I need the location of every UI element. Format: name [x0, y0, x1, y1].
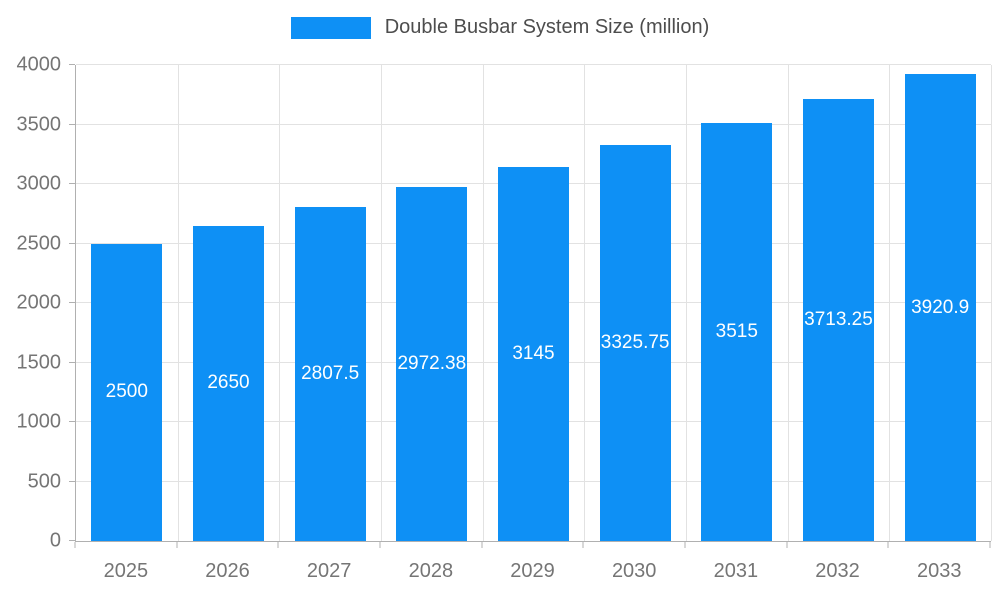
- bar-2032[interactable]: 3713.25: [802, 99, 875, 541]
- bar-2030[interactable]: 3325.75: [599, 145, 671, 541]
- bar-slot: 2972.38: [381, 65, 484, 541]
- gridline-h: [76, 123, 991, 125]
- bar-2029[interactable]: 3145: [497, 166, 570, 541]
- bar-2025[interactable]: 2500: [91, 243, 163, 541]
- y-tick-label: 3000: [16, 172, 62, 195]
- y-tick-label: 3500: [16, 113, 62, 135]
- y-tick-mark: [69, 361, 75, 363]
- y-tick-label: 500: [27, 470, 61, 492]
- x-tick-mark: [481, 542, 483, 548]
- y-tick-mark: [69, 480, 75, 482]
- y-tick-label: 1000: [16, 410, 62, 433]
- x-tick-label: 2030: [611, 560, 657, 582]
- bar-2031[interactable]: 3515: [701, 122, 773, 541]
- bar-slot: 3515: [686, 65, 789, 541]
- legend-swatch: [290, 16, 371, 39]
- x-tick-mark: [379, 542, 381, 548]
- y-tick-mark: [69, 421, 75, 422]
- plot-area: 2500 2650 2807.5 2972.38 3145 3325.75 3515 3713…: [75, 64, 992, 542]
- y-axis: 0 500 1000 1500 2000 2500 3000 3500 4000: [0, 54, 75, 552]
- y-tick-label: 2500: [16, 232, 62, 254]
- x-tick-label: 2031: [713, 560, 759, 582]
- gridline-h: [76, 64, 991, 65]
- bar-slot: 3325.75: [584, 65, 687, 541]
- bar-slot: 2807.5: [279, 65, 382, 541]
- gridline-v: [279, 65, 281, 541]
- bar-slot: 2500: [76, 65, 179, 541]
- x-tick-mark: [277, 542, 279, 548]
- gridline-v: [584, 65, 586, 541]
- x-tick-mark: [684, 542, 686, 548]
- x-tick-mark: [786, 542, 788, 548]
- y-tick-mark: [69, 540, 75, 541]
- gridline-v: [482, 65, 484, 541]
- bar-slot: 3145: [483, 65, 586, 541]
- bar-value-label: 3515: [715, 320, 758, 342]
- bar-value-label: 3145: [512, 342, 555, 364]
- gridline-v: [990, 65, 992, 541]
- legend[interactable]: Double Busbar System Size (million): [0, 16, 1000, 39]
- chart-title: Double Busbar System Size (million): [384, 16, 710, 38]
- y-tick-mark: [69, 302, 75, 303]
- bar-2027[interactable]: 2807.5: [294, 206, 366, 541]
- y-tick-mark: [69, 64, 75, 65]
- y-tick-label: 4000: [16, 53, 62, 76]
- gridline-v: [685, 65, 687, 541]
- gridline-v: [787, 65, 789, 541]
- y-tick-mark: [69, 242, 75, 244]
- bar-value-label: 3920.9: [911, 296, 970, 318]
- x-axis: 2025 2026 2027 2028 2029 2030 2031 2032 2033: [74, 542, 991, 588]
- gridline-v: [889, 65, 891, 541]
- bar-2028[interactable]: 2972.38: [396, 187, 468, 541]
- bar-value-label: 2650: [207, 372, 250, 394]
- x-tick-label: 2025: [103, 560, 149, 582]
- x-tick-mark: [74, 542, 76, 548]
- y-tick-mark: [69, 123, 75, 125]
- y-tick-label: 0: [49, 529, 61, 552]
- x-tick-mark: [887, 542, 889, 548]
- bar-slot: 3920.9: [889, 65, 992, 541]
- y-tick-mark: [69, 183, 75, 184]
- x-tick-label: 2033: [916, 560, 962, 582]
- gridline-v: [177, 65, 179, 541]
- bar-value-label: 2972.38: [397, 353, 467, 375]
- x-tick-label: 2029: [510, 560, 555, 582]
- bar-value-label: 3713.25: [804, 309, 873, 331]
- bar-value-label: 3325.75: [600, 332, 670, 354]
- y-tick-label: 1500: [16, 351, 62, 373]
- bar-slot: 3713.25: [788, 65, 891, 541]
- x-tick-label: 2026: [205, 560, 250, 582]
- y-tick-label: 2000: [16, 291, 62, 314]
- x-tick-mark: [989, 542, 991, 548]
- bar-value-label: 2500: [105, 381, 148, 403]
- x-tick-mark: [582, 542, 584, 548]
- x-tick-label: 2027: [306, 560, 352, 582]
- x-tick-mark: [176, 542, 178, 548]
- x-tick-label: 2032: [815, 560, 860, 582]
- bar-2033[interactable]: 3920.9: [904, 74, 976, 541]
- bar-slot: 2650: [178, 65, 281, 541]
- bar-2026[interactable]: 2650: [192, 225, 265, 541]
- bar-value-label: 2807.5: [301, 362, 360, 384]
- x-tick-label: 2028: [408, 560, 454, 582]
- gridline-v: [380, 65, 382, 541]
